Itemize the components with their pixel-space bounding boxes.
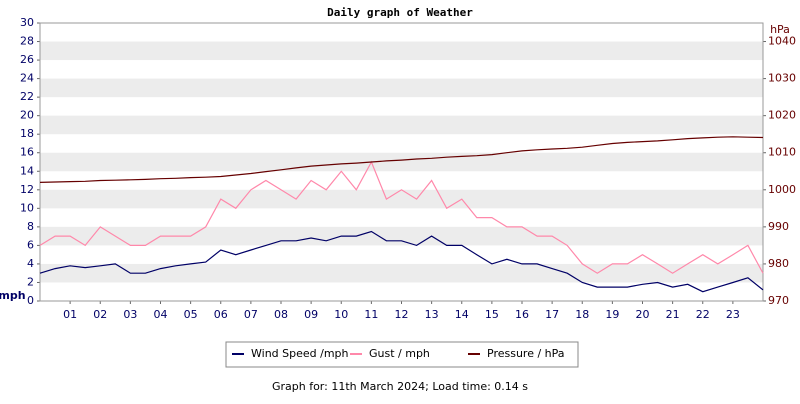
x-tick-label: 18: [575, 308, 589, 321]
y-axis-label: mph: [0, 289, 26, 302]
y2-tick-label: 970: [768, 294, 789, 307]
x-tick-label: 10: [334, 308, 348, 321]
legend-label: Wind Speed /mph: [251, 347, 349, 360]
y-tick-label: 14: [20, 164, 34, 177]
grid-band: [40, 41, 763, 61]
x-tick-label: 07: [244, 308, 258, 321]
grid-band: [40, 78, 763, 98]
y-tick-label: 20: [20, 109, 34, 122]
grid-band: [40, 152, 763, 172]
x-tick-label: 19: [605, 308, 619, 321]
y2-tick-label: 1020: [768, 109, 796, 122]
x-tick-label: 21: [666, 308, 680, 321]
x-tick-label: 22: [696, 308, 710, 321]
y2-tick-label: 1010: [768, 146, 796, 159]
y-tick-label: 4: [27, 257, 34, 270]
x-tick-label: 06: [214, 308, 228, 321]
legend-label: Gust / mph: [369, 347, 430, 360]
grid-band: [40, 226, 763, 246]
y-tick-label: 18: [20, 127, 34, 140]
y2-tick-label: 1040: [768, 35, 796, 48]
series-line: [39, 230, 764, 293]
plot-frame: [39, 22, 764, 302]
x-tick-label: 16: [515, 308, 529, 321]
y-tick-label: 28: [20, 35, 34, 48]
y2-tick-label: 980: [768, 257, 789, 270]
x-tick-label: 05: [184, 308, 198, 321]
x-tick-label: 08: [274, 308, 288, 321]
legend-label: Pressure / hPa: [487, 347, 565, 360]
grid-band: [40, 263, 763, 283]
x-tick-label: 17: [545, 308, 559, 321]
y-tick-label: 10: [20, 201, 34, 214]
y-tick-label: 12: [20, 183, 34, 196]
y-tick-label: 24: [20, 72, 34, 85]
grid-band: [40, 189, 763, 209]
x-tick-label: 13: [425, 308, 439, 321]
x-tick-label: 01: [63, 308, 77, 321]
y2-tick-label: 1000: [768, 183, 796, 196]
y-tick-label: 2: [27, 275, 34, 288]
y-tick-label: 26: [20, 53, 34, 66]
y-tick-label: 22: [20, 90, 34, 103]
x-tick-label: 02: [93, 308, 107, 321]
y-tick-label: 16: [20, 146, 34, 159]
y-tick-label: 0: [27, 294, 34, 307]
y-tick-label: 6: [27, 238, 34, 251]
x-tick-label: 12: [395, 308, 409, 321]
x-tick-label: 11: [364, 308, 378, 321]
x-tick-label: 04: [154, 308, 168, 321]
x-tick-label: 20: [636, 308, 650, 321]
y2-tick-label: 990: [768, 220, 789, 233]
y2-tick-label: 1030: [768, 72, 796, 85]
x-tick-label: 09: [304, 308, 318, 321]
chart-title: Daily graph of Weather: [327, 6, 473, 19]
y2-axis-label: hPa: [770, 23, 790, 36]
series-line: [39, 160, 764, 274]
grid-band: [40, 115, 763, 135]
x-tick-label: 15: [485, 308, 499, 321]
y-tick-label: 30: [20, 16, 34, 29]
series-line: [39, 136, 764, 183]
x-tick-label: 03: [123, 308, 137, 321]
footer: Graph for: 11th March 2024; Load time: 0…: [272, 380, 528, 393]
y-tick-label: 8: [27, 220, 34, 233]
legend-box: [225, 341, 579, 368]
x-tick-label: 14: [455, 308, 469, 321]
x-tick-label: 23: [726, 308, 740, 321]
